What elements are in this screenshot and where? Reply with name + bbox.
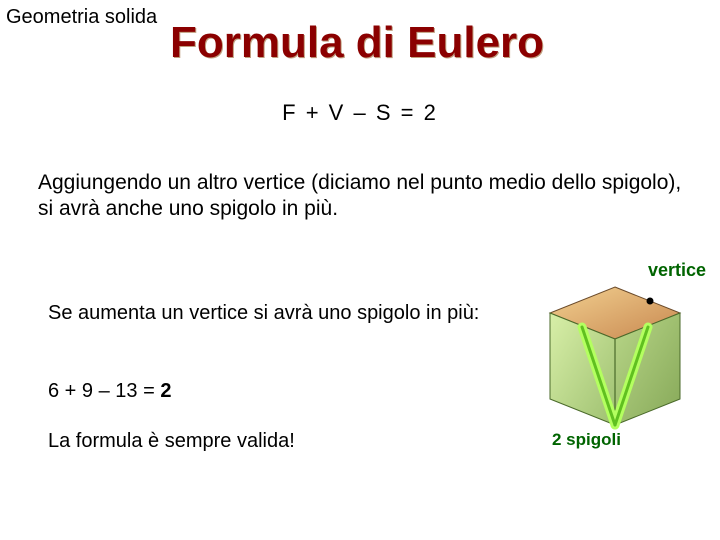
paragraph-1: Aggiungendo un altro vertice (diciamo ne… [38, 170, 682, 223]
euler-equation-example: 6 + 9 – 13 = 2 [48, 380, 171, 403]
new-vertex-dot [647, 298, 654, 305]
equation-rhs: 2 [160, 380, 171, 402]
page-title: Formula di Eulero [170, 18, 544, 68]
equation-lhs: 6 + 9 – 13 = [48, 380, 160, 402]
cube-diagram [530, 275, 700, 445]
euler-formula: F + V – S = 2 [0, 100, 720, 126]
header-label: Geometria solida [6, 6, 157, 29]
paragraph-3: La formula è sempre valida! [48, 430, 295, 453]
paragraph-2: Se aumenta un vertice si avrà uno spigol… [48, 300, 488, 326]
